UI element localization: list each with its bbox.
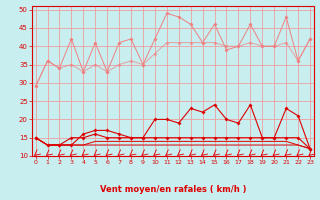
X-axis label: Vent moyen/en rafales ( km/h ): Vent moyen/en rafales ( km/h ) (100, 185, 246, 194)
